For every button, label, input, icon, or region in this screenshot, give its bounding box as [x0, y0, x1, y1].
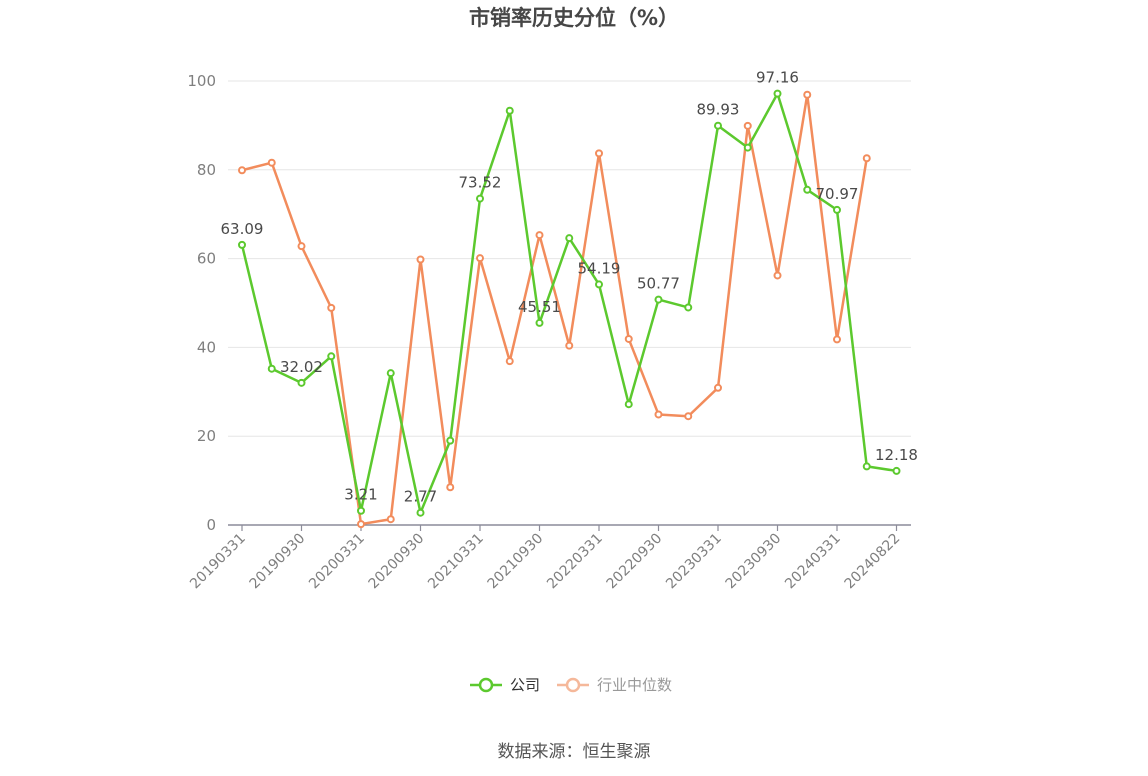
y-tick-label: 60	[197, 250, 216, 268]
data-point	[714, 383, 722, 392]
data-point	[862, 154, 871, 163]
data-point	[714, 121, 722, 130]
x-tick-label: 20190331	[187, 531, 249, 593]
data-point	[654, 410, 663, 419]
x-axis: 2019033120190930202003312020093020210331…	[187, 524, 911, 593]
data-point	[267, 364, 276, 373]
x-tick-label: 20240822	[842, 531, 904, 593]
x-tick-label: 20230331	[663, 531, 725, 593]
data-point	[327, 352, 336, 361]
data-point	[684, 412, 693, 421]
data-point	[833, 205, 841, 214]
legend: 公司 行业中位数	[470, 676, 672, 694]
legend-label: 公司	[510, 676, 540, 694]
data-point	[357, 520, 365, 529]
data-label: 50.77	[637, 275, 680, 293]
data-point	[416, 255, 425, 264]
data-point	[446, 483, 455, 492]
data-point	[773, 271, 782, 280]
data-label: 3.21	[344, 486, 377, 504]
data-point	[386, 515, 395, 524]
data-labels: 63.09 32.02 3.21 2.77 73.52 45.51 54.19 50.77 89…	[221, 69, 918, 506]
legend-marker	[478, 677, 494, 693]
legend-marker	[565, 677, 581, 693]
data-point	[862, 462, 871, 471]
data-point	[565, 341, 574, 350]
data-label: 54.19	[578, 259, 621, 277]
y-tick-label: 100	[187, 72, 216, 90]
data-point	[505, 106, 514, 115]
data-label: 32.02	[280, 358, 323, 376]
data-point	[238, 166, 246, 175]
data-point	[624, 400, 633, 409]
data-point	[476, 194, 484, 203]
x-tick-label: 20210930	[485, 531, 547, 593]
x-tick-label: 20210331	[425, 531, 487, 593]
data-label: 70.97	[816, 185, 859, 203]
x-tick-label: 20200930	[366, 531, 428, 593]
data-point	[297, 378, 306, 387]
y-tick-label: 0	[206, 516, 216, 534]
data-point	[505, 357, 514, 366]
data-point	[535, 231, 544, 240]
data-point	[595, 149, 603, 158]
data-point	[803, 90, 812, 99]
x-tick-label: 20200331	[306, 531, 368, 593]
data-point	[297, 242, 306, 251]
source-note: 数据来源：恒生聚源	[498, 742, 651, 762]
data-label: 97.16	[756, 69, 799, 87]
data-point	[743, 121, 752, 130]
data-point	[803, 185, 812, 194]
data-label: 89.93	[697, 101, 740, 119]
data-point	[773, 89, 782, 98]
data-point	[357, 506, 365, 515]
data-point	[595, 280, 603, 289]
data-point	[386, 369, 395, 378]
series-group	[238, 89, 901, 529]
legend-item[interactable]: 行业中位数	[557, 676, 672, 694]
x-tick-label: 20220930	[604, 531, 666, 593]
x-tick-label: 20230930	[723, 531, 785, 593]
data-point	[238, 240, 246, 249]
data-label: 2.77	[404, 488, 437, 506]
series-line-1	[241, 93, 868, 526]
data-label: 12.18	[875, 446, 918, 464]
y-tick-label: 80	[197, 161, 216, 179]
x-tick-label: 20220331	[544, 531, 606, 593]
data-point	[416, 508, 425, 517]
data-point	[446, 436, 455, 445]
x-tick-label: 20190930	[247, 531, 309, 593]
data-label: 45.51	[518, 298, 561, 316]
legend-item[interactable]: 公司	[470, 676, 540, 694]
data-point	[624, 334, 633, 343]
data-point	[654, 295, 663, 304]
legend-label: 行业中位数	[597, 676, 672, 694]
data-point	[267, 158, 276, 167]
data-point	[565, 234, 574, 243]
y-tick-label: 20	[197, 427, 216, 445]
data-point	[833, 335, 841, 344]
data-point	[684, 303, 693, 312]
chart-title: 市销率历史分位（%）	[469, 6, 679, 30]
data-label: 73.52	[459, 174, 502, 192]
data-point	[892, 466, 901, 475]
data-label: 63.09	[221, 220, 264, 238]
data-point	[327, 303, 336, 312]
y-tick-label: 40	[197, 338, 216, 356]
y-axis: 0 20 40 60 80 100	[187, 72, 216, 534]
x-tick-label: 20240331	[782, 531, 844, 593]
data-point	[476, 254, 484, 263]
data-point	[743, 143, 752, 152]
data-point	[535, 318, 544, 327]
grid-lines	[228, 80, 911, 437]
